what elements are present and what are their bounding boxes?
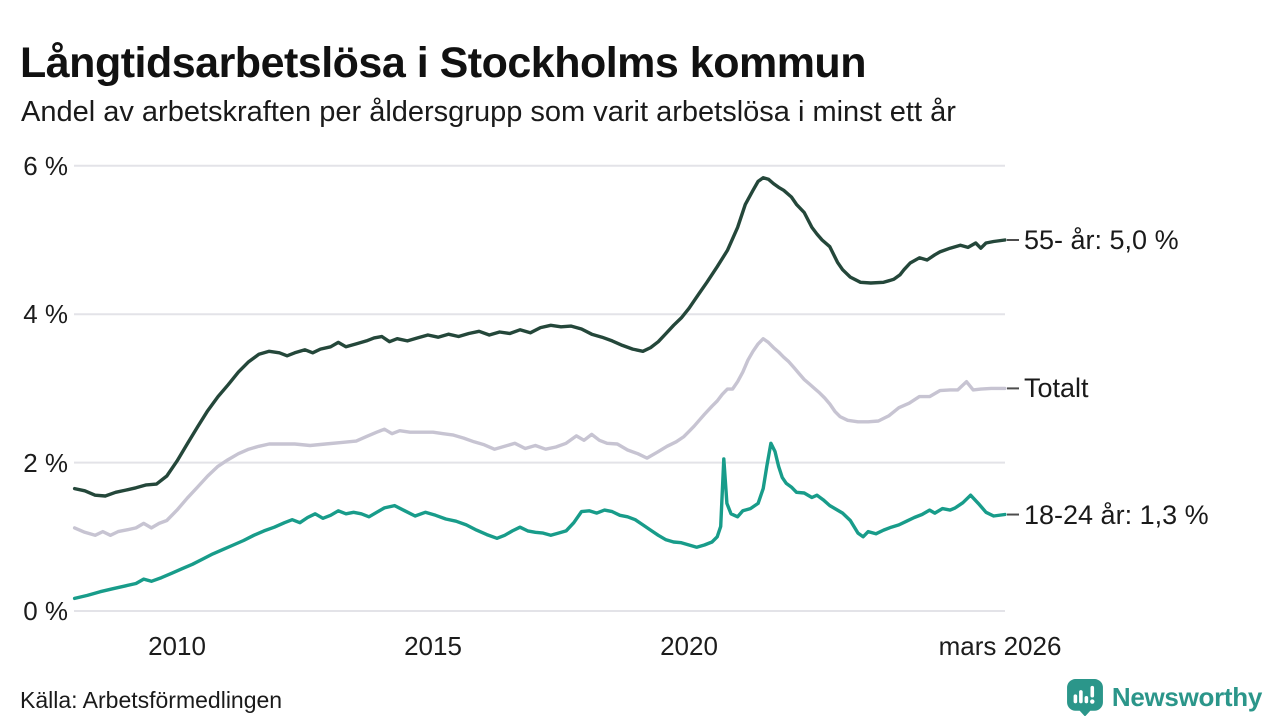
series-line-totalt — [72, 337, 1007, 537]
x-axis-tick-label: 2010 — [148, 631, 206, 661]
x-axis-tick-label: 2020 — [660, 631, 718, 661]
series-line-18-24-r — [72, 441, 1007, 601]
y-axis-tick-label: 4 % — [23, 299, 68, 330]
series-line-55-r — [72, 176, 1007, 498]
y-axis-tick-label: 2 % — [23, 447, 68, 478]
series-end-label-totalt: Totalt — [1024, 373, 1089, 404]
newsworthy-brand-text: Newsworthy — [1111, 681, 1262, 712]
newsworthy-brand: Newsworthy — [1066, 677, 1262, 717]
series-end-label-55-r: 55- år: 5,0 % — [1024, 225, 1179, 255]
source-note: Källa: Arbetsförmedlingen — [20, 687, 283, 713]
page-subtitle: Andel av arbetskraften per åldersgrupp s… — [21, 96, 956, 128]
x-axis-tick-label: 2015 — [404, 631, 462, 661]
page-title: Långtidsarbetslösa i Stockholms kommun — [20, 38, 866, 87]
newsworthy-logo-icon — [1066, 679, 1103, 716]
y-axis-tick-label: 6 % — [23, 150, 68, 181]
series-end-label-18-24-r: 18-24 år: 1,3 % — [1024, 499, 1209, 530]
y-axis-tick-label: 0 % — [23, 596, 68, 626]
x-axis-tick-label: mars 2026 — [938, 631, 1062, 661]
